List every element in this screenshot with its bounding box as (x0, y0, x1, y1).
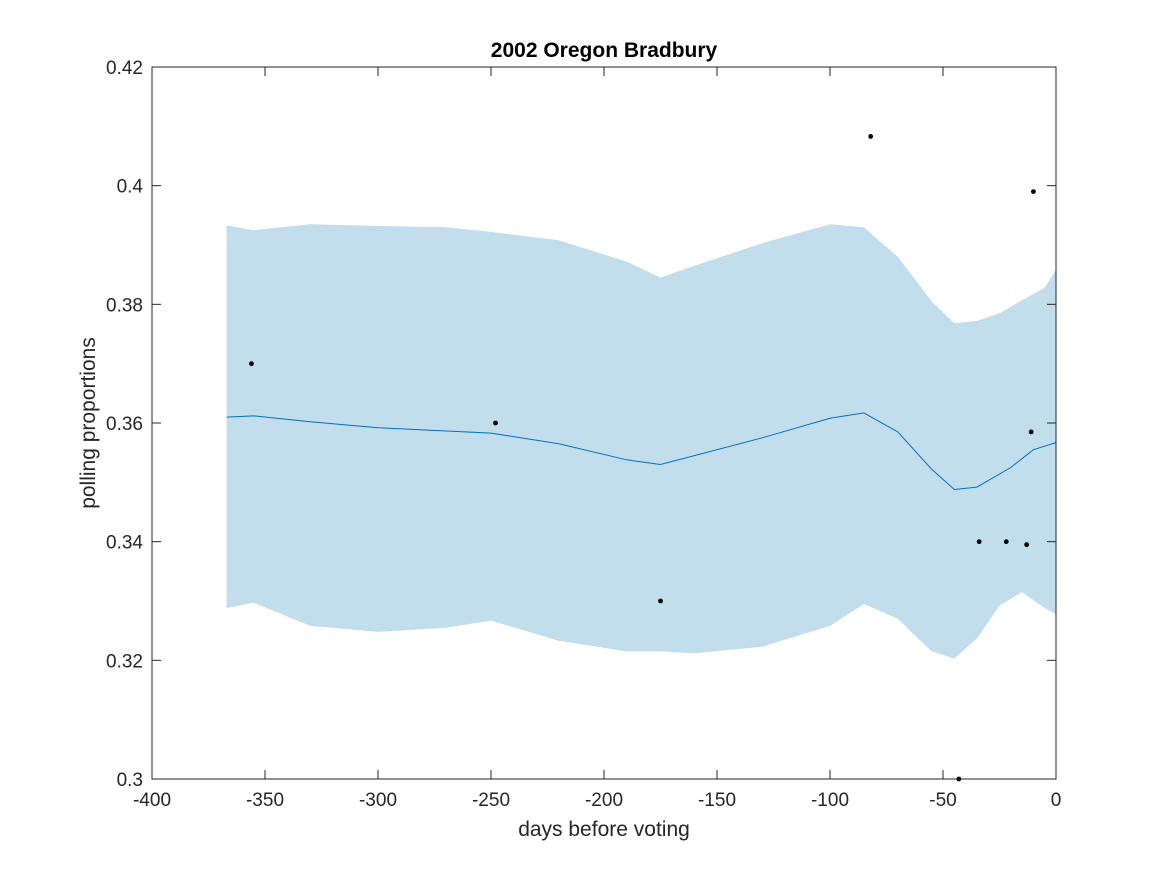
poll-point (249, 361, 254, 367)
x-tick-label: 0 (1051, 790, 1062, 811)
y-tick-label: 0.4 (117, 177, 144, 198)
x-axis-label: days before voting (518, 818, 690, 841)
confidence-band (226, 224, 1057, 659)
tick-labels: -400 -350 -300 -250 -200 -150 -100 -50 0 0.3 0.32 0… (106, 58, 1061, 811)
y-tick-label: 0.42 (106, 58, 143, 79)
y-tick-label: 0.36 (106, 414, 143, 435)
x-tick-label: -100 (811, 790, 849, 811)
x-tick-label: -200 (585, 790, 623, 811)
y-tick-label: 0.38 (106, 295, 143, 316)
poll-point (493, 420, 498, 426)
poll-point (1003, 539, 1009, 545)
y-axis-label: polling proportions (77, 337, 100, 509)
poll-point (1028, 429, 1034, 435)
x-tick-label: -150 (698, 790, 736, 811)
poll-points (249, 134, 1036, 782)
poll-point (1031, 189, 1036, 195)
x-tick-label: -250 (472, 790, 510, 811)
x-tick-label: -50 (929, 790, 956, 811)
trend-line (226, 412, 1057, 491)
poll-point (976, 539, 982, 545)
poll-point (868, 134, 874, 139)
tick-marks (151, 66, 1057, 780)
y-tick-label: 0.3 (117, 770, 143, 791)
poll-point (1024, 542, 1030, 548)
chart-title: 2002 Oregon Bradbury (491, 39, 718, 62)
x-tick-label: -400 (133, 790, 171, 811)
x-tick-label: -350 (246, 790, 284, 811)
y-tick-label: 0.34 (106, 533, 143, 554)
plot-area (151, 66, 1057, 782)
x-tick-label: -300 (359, 790, 397, 811)
poll-point (658, 598, 663, 604)
y-tick-label: 0.32 (106, 651, 143, 672)
